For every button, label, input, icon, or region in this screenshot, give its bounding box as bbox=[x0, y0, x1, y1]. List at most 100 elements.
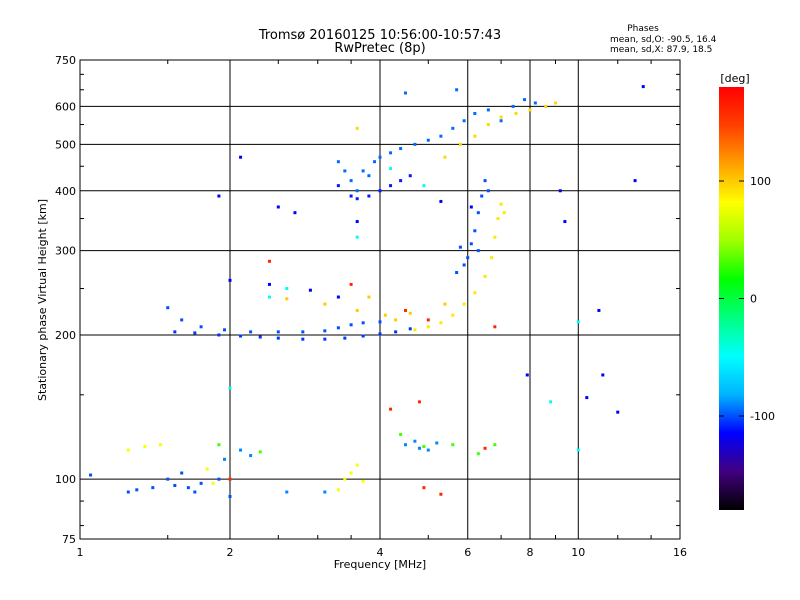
data-point bbox=[496, 217, 500, 221]
data-point bbox=[378, 189, 382, 193]
data-point bbox=[323, 302, 327, 306]
data-point bbox=[523, 98, 527, 102]
data-point bbox=[383, 313, 387, 317]
data-point bbox=[378, 155, 382, 159]
colorbar-tick-label: -100 bbox=[750, 410, 775, 423]
data-point bbox=[378, 320, 382, 324]
data-point bbox=[336, 160, 340, 164]
data-point bbox=[511, 104, 515, 108]
x-axis-label: Frequency [MHz] bbox=[334, 558, 426, 571]
x-tick-label: 8 bbox=[527, 546, 534, 559]
data-point bbox=[343, 336, 347, 340]
data-point bbox=[239, 448, 243, 452]
data-point bbox=[199, 481, 203, 485]
data-point bbox=[439, 321, 443, 325]
data-point bbox=[186, 486, 190, 490]
data-point bbox=[458, 142, 462, 146]
data-point bbox=[483, 179, 487, 183]
data-point bbox=[499, 115, 503, 119]
data-point bbox=[493, 325, 497, 329]
data-point bbox=[336, 295, 340, 299]
data-point bbox=[514, 111, 518, 115]
data-point bbox=[349, 471, 353, 475]
data-point bbox=[443, 302, 447, 306]
data-point bbox=[576, 448, 580, 452]
data-point bbox=[455, 271, 459, 275]
data-point bbox=[211, 481, 215, 485]
y-tick-label: 500 bbox=[55, 138, 76, 151]
data-point bbox=[285, 490, 289, 494]
data-point bbox=[228, 494, 232, 498]
data-point bbox=[173, 330, 177, 334]
data-point bbox=[403, 308, 407, 312]
data-point bbox=[597, 308, 601, 312]
data-point bbox=[525, 373, 529, 377]
data-point bbox=[126, 448, 130, 452]
data-point bbox=[443, 155, 447, 159]
data-point bbox=[126, 490, 130, 494]
data-point bbox=[389, 167, 393, 171]
y-axis-label: Stationary phase Virtual Height [km] bbox=[36, 199, 49, 401]
data-point bbox=[378, 332, 382, 336]
x-tick-label: 6 bbox=[464, 546, 471, 559]
data-point bbox=[267, 282, 271, 286]
data-point bbox=[563, 220, 567, 224]
data-point bbox=[223, 328, 227, 332]
data-point bbox=[601, 373, 605, 377]
x-tick-label: 1 bbox=[77, 546, 84, 559]
data-point bbox=[228, 386, 232, 390]
data-point bbox=[180, 318, 184, 322]
colorbar-ticks: 100 0 -100 bbox=[719, 175, 775, 423]
tick-labels-layer: 1 2 4 6 8 10 16 75 100 200 300 400 500 600 750 bbox=[55, 54, 687, 559]
data-point bbox=[426, 318, 430, 322]
data-point bbox=[355, 220, 359, 224]
data-point bbox=[361, 169, 365, 173]
data-point bbox=[469, 242, 473, 246]
data-point bbox=[276, 330, 280, 334]
data-point bbox=[166, 306, 170, 310]
data-point bbox=[361, 321, 365, 325]
data-point bbox=[633, 179, 637, 183]
data-point bbox=[451, 313, 455, 317]
data-point bbox=[476, 452, 480, 456]
plot-frame bbox=[79, 59, 681, 540]
data-point bbox=[399, 147, 403, 151]
data-point bbox=[199, 325, 203, 329]
data-point bbox=[499, 202, 503, 206]
data-point bbox=[408, 174, 412, 178]
data-point bbox=[249, 330, 253, 334]
data-point bbox=[422, 184, 426, 188]
data-point bbox=[258, 450, 262, 454]
data-point bbox=[267, 259, 271, 263]
data-point bbox=[361, 479, 365, 483]
data-point bbox=[355, 197, 359, 201]
data-point bbox=[493, 443, 497, 447]
data-point bbox=[439, 134, 443, 138]
y-tick-label: 200 bbox=[55, 329, 76, 342]
data-point bbox=[373, 160, 377, 164]
data-point bbox=[217, 333, 221, 337]
data-point bbox=[323, 329, 327, 333]
data-point bbox=[486, 123, 490, 127]
data-point bbox=[343, 477, 347, 481]
data-point bbox=[499, 119, 503, 123]
stats-o-mode: mean, sd,O: -90.5, 16.4 bbox=[610, 35, 717, 45]
data-point bbox=[585, 396, 589, 400]
data-point bbox=[553, 101, 557, 105]
data-point bbox=[389, 407, 393, 411]
data-point bbox=[355, 463, 359, 467]
data-point bbox=[408, 311, 412, 315]
y-tick-label: 400 bbox=[55, 185, 76, 198]
data-point bbox=[426, 325, 430, 329]
data-point bbox=[462, 119, 466, 123]
data-point bbox=[217, 477, 221, 481]
data-point bbox=[439, 199, 443, 203]
stats-heading: Phases bbox=[627, 24, 659, 34]
data-point bbox=[399, 432, 403, 436]
data-point bbox=[451, 126, 455, 130]
data-point bbox=[490, 256, 494, 260]
data-point bbox=[413, 328, 417, 332]
data-point bbox=[435, 441, 439, 445]
colorbar-tick-label: 0 bbox=[750, 293, 757, 306]
data-point bbox=[469, 205, 473, 209]
